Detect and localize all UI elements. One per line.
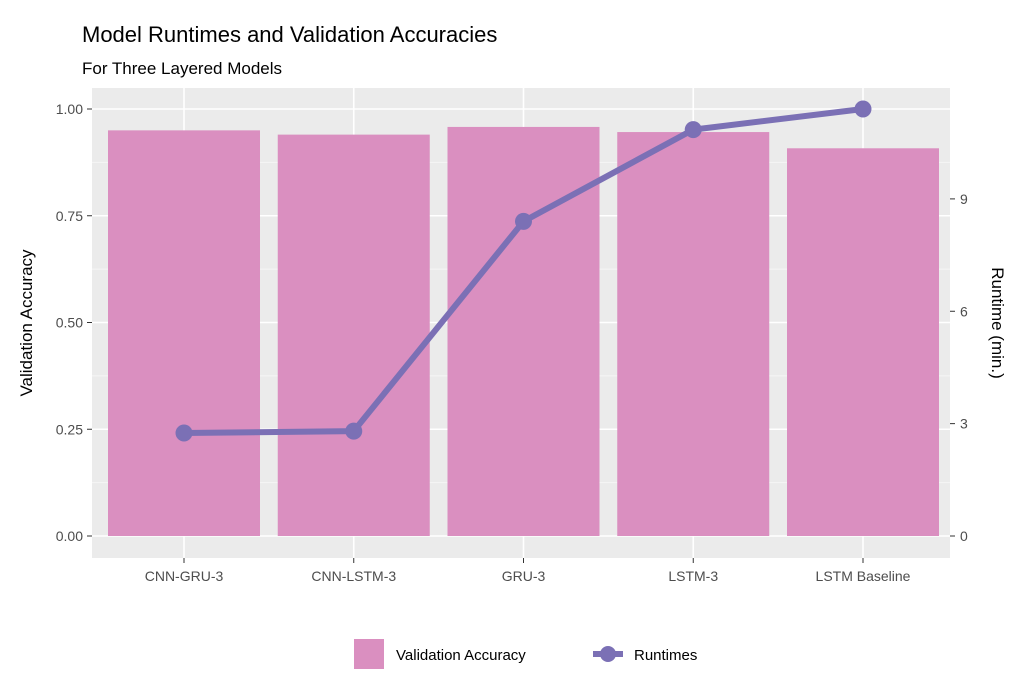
y2-tick-label: 6 — [960, 303, 968, 319]
y-tick-label: 0.75 — [56, 208, 83, 224]
y-axis-title: Validation Accuracy — [17, 249, 36, 397]
right-y-ticks: 0 3 6 9 — [950, 191, 968, 544]
legend-label-validation-accuracy: Validation Accuracy — [396, 647, 526, 664]
x-tick-label: CNN-GRU-3 — [145, 568, 224, 584]
x-tick-label: LSTM Baseline — [816, 568, 911, 584]
runtime-line-layer — [175, 100, 872, 442]
legend-key-runtimes-marker — [600, 646, 616, 662]
runtime-point-gru-3 — [515, 212, 532, 230]
x-ticks: CNN-GRU-3 CNN-LSTM-3 GRU-3 LSTM-3 LSTM Basel… — [145, 558, 911, 584]
bar-lstm-3 — [617, 132, 770, 537]
legend-key-validation-accuracy — [354, 639, 384, 669]
runtime-point-cnn-gru-3 — [175, 424, 193, 442]
x-tick-label: LSTM-3 — [668, 568, 718, 584]
bars — [108, 126, 939, 537]
bar-cnn-lstm-3 — [277, 134, 430, 536]
y-tick-label: 0.25 — [56, 421, 83, 437]
runtime-point-lstm-3 — [684, 121, 702, 139]
bar-lstm-baseline — [787, 148, 939, 536]
left-y-ticks: 0.00 0.25 0.50 0.75 1.00 — [56, 101, 92, 544]
y2-tick-label: 9 — [960, 191, 968, 207]
chart-title: Model Runtimes and Validation Accuracies — [82, 22, 497, 47]
y2-tick-label: 0 — [960, 528, 968, 544]
x-tick-label: GRU-3 — [502, 568, 546, 584]
y2-axis-title: Runtime (min.) — [988, 267, 1007, 378]
x-tick-label: CNN-LSTM-3 — [311, 568, 396, 584]
bar-cnn-gru-3 — [108, 130, 260, 536]
runtime-point-lstm-baseline — [854, 100, 872, 118]
runtime-point-cnn-lstm-3 — [345, 422, 363, 440]
legend-label-runtimes: Runtimes — [634, 647, 697, 664]
y-tick-label: 1.00 — [56, 101, 83, 117]
legend: Validation Accuracy Runtimes — [354, 639, 697, 669]
bar-gru-3 — [447, 126, 600, 537]
y-tick-label: 0.50 — [56, 315, 83, 331]
y-tick-label: 0.00 — [56, 528, 83, 544]
y2-tick-label: 3 — [960, 416, 968, 432]
chart-subtitle: For Three Layered Models — [82, 59, 282, 78]
